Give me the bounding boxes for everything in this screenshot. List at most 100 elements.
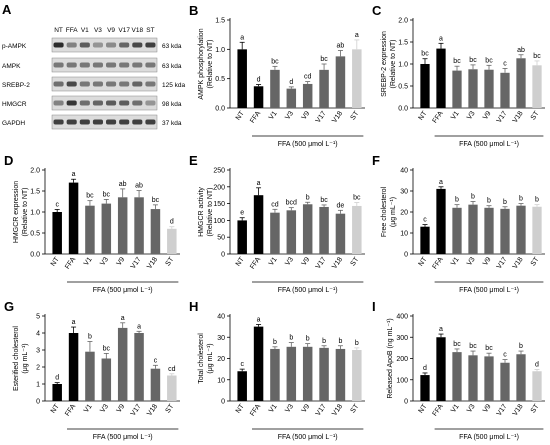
bar-st — [352, 350, 362, 401]
blot-band — [66, 42, 77, 48]
significance-letter: a — [121, 315, 125, 322]
significance-letter: b — [519, 343, 523, 350]
blot-lane-label: V18 — [132, 27, 144, 34]
y-tick-label: 10 — [400, 231, 408, 238]
x-tick-label: V1 — [450, 110, 461, 121]
bar-v17 — [134, 333, 144, 401]
bar-v17 — [500, 72, 510, 108]
y-tick-label: 3 — [36, 348, 40, 355]
blot-band — [132, 81, 143, 87]
blot-band — [53, 100, 64, 106]
blot-band — [92, 119, 103, 125]
y-tick-label: 100 — [396, 377, 408, 384]
chart-free-cholesterol: F Free cholesterol (μg mL⁻¹) 0 10 20 30 40 c NT a F… — [372, 153, 545, 294]
y-tick-label: 100 — [213, 218, 225, 225]
bar-v9 — [484, 69, 494, 108]
bar-v1 — [452, 207, 462, 254]
y-tick-label: 0.5 — [398, 84, 408, 91]
significance-letter: cd — [168, 366, 176, 373]
significance-letter: bc — [320, 56, 328, 63]
significance-letter: a — [439, 35, 443, 42]
x-tick-label: NT — [418, 110, 430, 122]
bar-v17 — [500, 362, 510, 401]
significance-letter: a — [355, 32, 359, 39]
y-tick-label: 2 — [36, 365, 40, 372]
bar-st — [532, 206, 542, 254]
y-tick-label: 0 — [404, 252, 408, 259]
x-tick-label: V18 — [331, 110, 344, 124]
x-tick-label: FFA — [249, 110, 262, 125]
blot-band — [145, 42, 156, 48]
blot-band — [106, 119, 117, 125]
bar-st — [532, 371, 542, 401]
significance-letter: bc — [271, 58, 279, 65]
bar-v3 — [286, 88, 297, 108]
chart-hmgcr-expression: D HMGCR expression (Relative to NT) 0.0 0.5 1… — [4, 153, 180, 294]
y-tick-label: 250 — [213, 168, 225, 175]
y-axis-label: Released ApoB (ng mL⁻¹) — [387, 318, 394, 398]
blot-band — [132, 62, 143, 68]
x-tick-label: V17 — [315, 110, 328, 124]
blot-protein-label: HMGCR — [2, 101, 27, 108]
significance-letter: bc — [469, 343, 477, 350]
bar-v17 — [319, 347, 329, 401]
x-tick-label: ST — [350, 110, 361, 122]
significance-letter: a — [240, 34, 244, 41]
bar-v18 — [335, 213, 346, 254]
bar-ffa — [436, 337, 446, 401]
blot-band — [53, 62, 64, 68]
y-tick-label: 0 — [404, 399, 408, 406]
x-tick-label: V18 — [512, 110, 525, 124]
chart-srebp2-expression: C SREBP-2 expression (Relative to NT) 0.0 0.… — [372, 3, 545, 148]
bar-v18 — [335, 348, 346, 401]
x-tick-label: FFA — [64, 256, 77, 271]
significance-letter: b — [519, 196, 523, 203]
chart-total-cholesterol: H Total cholesterol (μg mL⁻¹) 0 10 20 30 40 c NT a… — [189, 299, 365, 441]
x-tick-label: ST — [165, 403, 176, 415]
x-axis-label: FFA (500 μmol L⁻¹) — [278, 287, 338, 294]
bar-st — [352, 49, 362, 108]
blot-band — [119, 119, 130, 125]
significance-letter: ab — [337, 43, 345, 50]
blot-band — [79, 119, 90, 125]
bar-v1 — [270, 69, 280, 108]
x-tick-label: ST — [530, 403, 541, 415]
y-tick-label: 0 — [221, 399, 225, 406]
bar-ffa — [253, 195, 264, 254]
bar-st — [167, 228, 177, 254]
blot-strip — [51, 95, 158, 111]
x-tick-label: ST — [530, 110, 541, 122]
x-tick-label: FFA — [432, 403, 445, 418]
y-axis-label: Free cholesterol — [381, 186, 388, 237]
significance-letter: bc — [152, 197, 160, 204]
significance-letter: d — [423, 365, 427, 372]
chart-released-apob: I Released ApoB (ng mL⁻¹) 0 100 200 300 400 d NT… — [372, 299, 545, 441]
y-axis-label: (μg mL⁻¹) — [22, 343, 29, 373]
blot-band — [79, 100, 90, 106]
blot-band — [53, 81, 64, 87]
significance-letter: b — [503, 199, 507, 206]
western-blot-figure: A NT FFA V1 V3 V9 V17 V18 ST p-AMPK 63 kda AMPK 63… — [2, 2, 186, 130]
x-tick-label: V1 — [450, 403, 461, 414]
significance-letter: b — [322, 338, 326, 345]
y-tick-label: 1.0 — [398, 62, 408, 69]
bar-v17 — [500, 208, 510, 254]
significance-letter: bc — [485, 57, 493, 64]
significance-letter: b — [88, 334, 92, 341]
blot-lane-label: V17 — [118, 27, 130, 34]
y-tick-label: 0.0 — [398, 106, 408, 113]
significance-letter: bc — [320, 197, 328, 204]
y-axis-label: AMPK phosphorylation — [198, 28, 205, 99]
y-axis-label: (Relative to NT) — [207, 187, 214, 236]
blot-size-label: 98 kda — [162, 101, 182, 108]
x-axis-label: FFA (500 μmol L⁻¹) — [459, 141, 519, 148]
significance-letter: c — [55, 201, 59, 208]
x-tick-label: V9 — [116, 403, 127, 414]
x-tick-label: FFA — [432, 110, 445, 125]
y-tick-label: 300 — [396, 335, 408, 342]
x-tick-label: V9 — [482, 403, 493, 414]
x-tick-label: NT — [50, 403, 62, 415]
bar-ffa — [68, 333, 79, 401]
significance-letter: ab — [517, 47, 525, 54]
y-axis-label: (Relative to NT) — [390, 39, 397, 88]
